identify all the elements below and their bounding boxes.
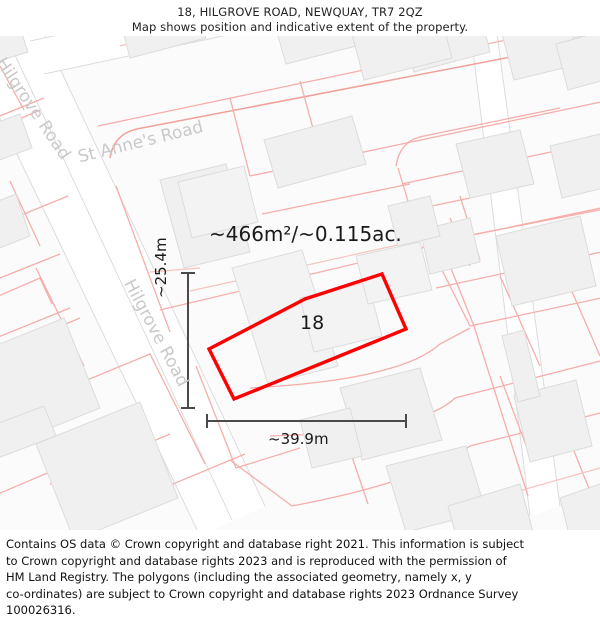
- footer-line: Contains OS data © Crown copyright and d…: [6, 537, 525, 551]
- height-dimension-label: ~25.4m: [152, 237, 170, 298]
- width-dimension-label: ~39.9m: [268, 430, 329, 448]
- property-outline[interactable]: [206, 271, 409, 402]
- footer-line: to Crown copyright and database rights 2…: [6, 553, 507, 568]
- footer-line: HM Land Registry. The polygons (includin…: [6, 570, 472, 584]
- copyright-footer: Contains OS data © Crown copyright and d…: [0, 530, 600, 625]
- area-label: ~466m²/~0.115ac.: [209, 222, 402, 246]
- footer-line: 100026316.: [6, 603, 76, 617]
- page-subtitle: Map shows position and indicative extent…: [131, 20, 469, 34]
- buildings: [0, 36, 600, 530]
- map-vector-layer: .pl { fill:none; stroke:#f5aeaa; stroke-…: [0, 36, 600, 530]
- page-title: 18, HILGROVE ROAD, NEWQUAY, TR7 2QZ: [177, 5, 423, 19]
- footer-line: co-ordinates) are subject to Crown copyr…: [6, 586, 519, 601]
- map-canvas[interactable]: .pl { fill:none; stroke:#f5aeaa; stroke-…: [0, 36, 600, 530]
- dimension-horizontal: [206, 414, 407, 428]
- dimension-vertical: [181, 272, 195, 409]
- plot-number-label: 18: [300, 312, 325, 334]
- page-header: 18, HILGROVE ROAD, NEWQUAY, TR7 2QZ Map …: [0, 0, 600, 36]
